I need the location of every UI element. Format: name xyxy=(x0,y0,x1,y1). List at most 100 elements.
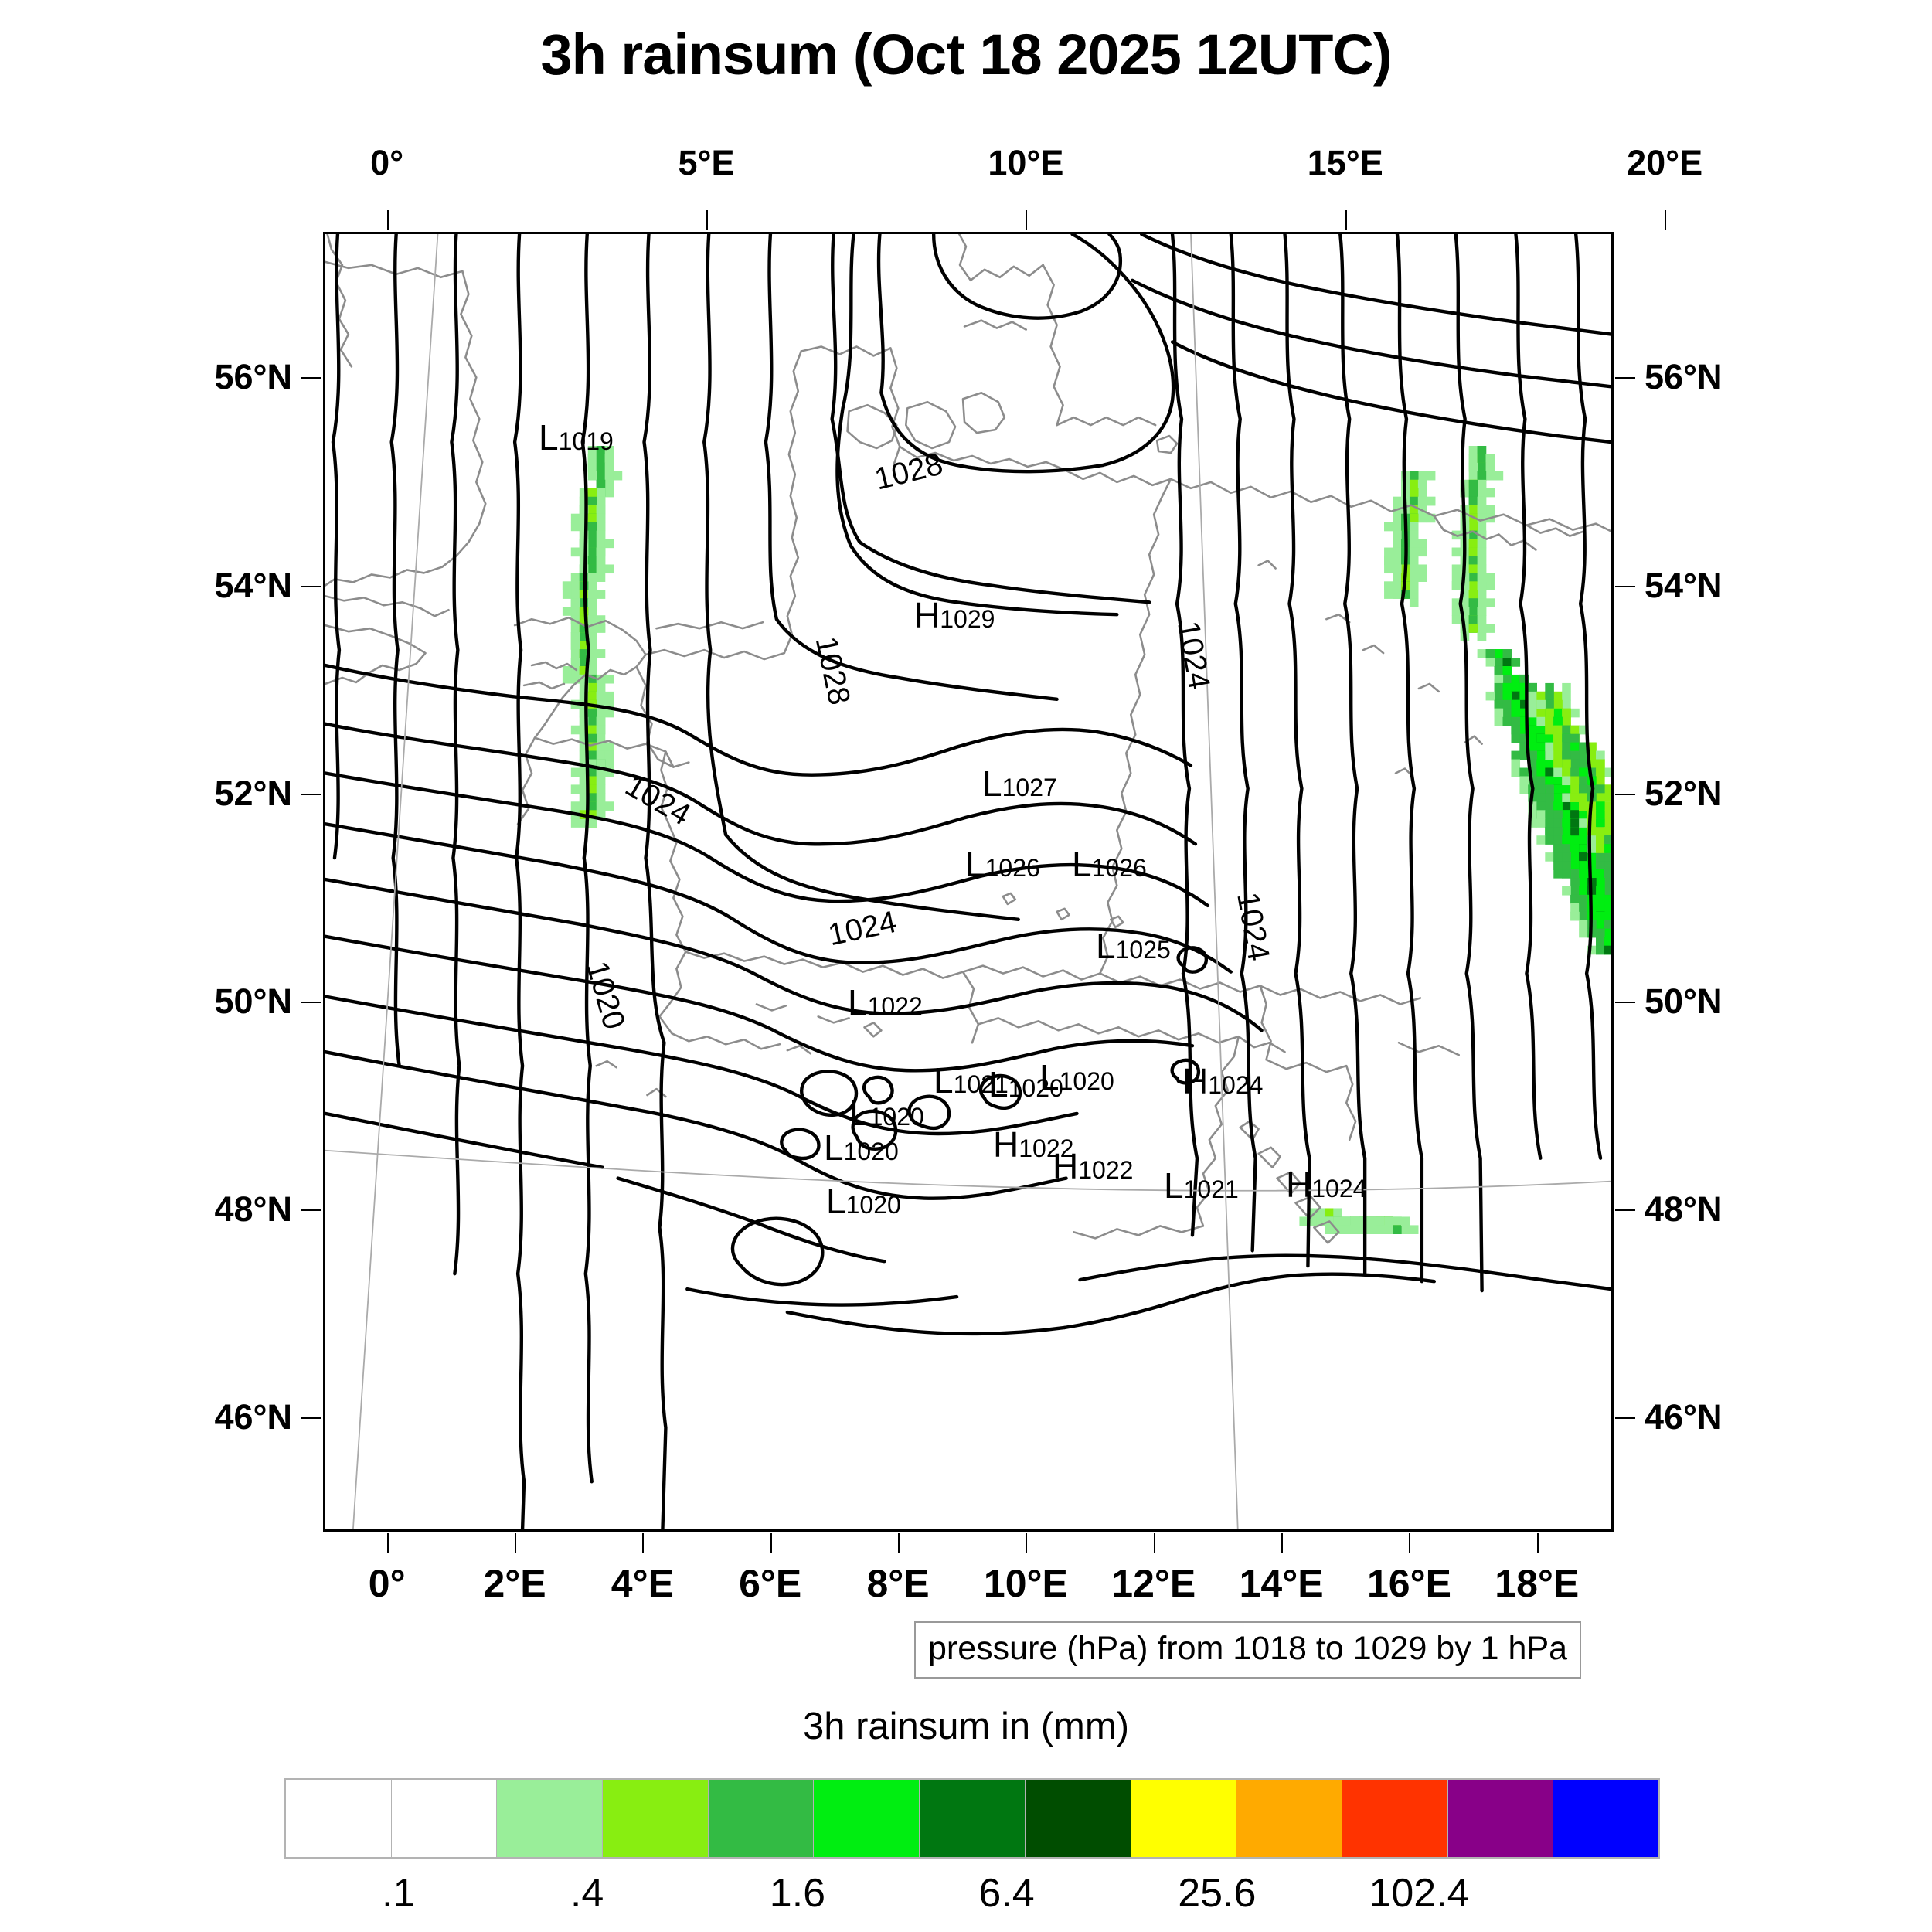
precip-cell xyxy=(1468,454,1478,464)
precip-cell xyxy=(1502,649,1512,658)
colorbar-swatch[interactable] xyxy=(1447,1780,1554,1857)
colorbar-swatch[interactable] xyxy=(920,1780,1026,1857)
precip-cell xyxy=(1587,861,1597,870)
precip-cell xyxy=(1519,682,1529,692)
precip-cell xyxy=(1468,479,1478,489)
precip-cell xyxy=(1596,903,1605,913)
precip-cell xyxy=(1485,471,1495,481)
colorbar[interactable] xyxy=(284,1778,1660,1859)
precip-cell xyxy=(596,488,606,498)
precip-cell xyxy=(1528,767,1537,777)
low-pressure-marker: L1020 xyxy=(849,1095,924,1131)
precip-cell xyxy=(1511,767,1521,777)
pressure-marker-value: 1020 xyxy=(845,1191,901,1219)
precip-cell xyxy=(596,750,606,760)
precip-cell xyxy=(1494,682,1504,692)
axis-tick-label-bottom: 6°E xyxy=(739,1562,802,1605)
colorbar-swatch[interactable] xyxy=(391,1780,498,1857)
precip-cell xyxy=(1570,725,1580,735)
precip-cell xyxy=(587,615,597,624)
colorbar-swatch[interactable] xyxy=(1025,1780,1131,1857)
axis-tick-label-top: 10°E xyxy=(988,143,1064,182)
precip-cell xyxy=(1393,590,1402,599)
precip-cell xyxy=(1536,708,1546,718)
precip-cell xyxy=(1596,894,1605,904)
precip-cell xyxy=(587,784,597,794)
axis-tick-label-bottom: 2°E xyxy=(483,1562,546,1605)
axis-tick-label-bottom: 18°E xyxy=(1495,1562,1580,1605)
axis-tick-label-right: 54°N xyxy=(1645,565,1723,605)
colorbar-swatch[interactable] xyxy=(708,1780,815,1857)
precip-cell xyxy=(570,513,580,523)
pressure-marker-type: H xyxy=(1053,1146,1079,1186)
colorbar-swatch[interactable] xyxy=(814,1780,920,1857)
precip-cell xyxy=(579,750,589,760)
colorbar-swatch[interactable] xyxy=(1131,1780,1237,1857)
precip-cell xyxy=(1604,928,1611,938)
weather-map[interactable]: 1028 1028 1024 1024 1024 1024 1020 L1019 H1029 L… xyxy=(323,232,1614,1532)
colorbar-swatch[interactable] xyxy=(1342,1780,1448,1857)
precip-cell xyxy=(587,682,597,692)
precip-cell xyxy=(1596,861,1605,870)
precip-cell xyxy=(1519,725,1529,735)
precip-cell xyxy=(604,691,614,701)
precip-cell xyxy=(1570,844,1580,853)
precip-cell xyxy=(587,581,597,590)
precip-cell xyxy=(1451,598,1461,607)
pressure-marker-value: 1022 xyxy=(1019,1134,1074,1162)
precip-cell xyxy=(587,725,597,735)
precip-cell xyxy=(570,801,580,811)
precip-cell xyxy=(579,530,589,540)
precip-cell xyxy=(1562,861,1571,870)
precip-cell xyxy=(1536,801,1546,811)
pressure-marker-value: 1029 xyxy=(940,605,995,633)
colorbar-swatch[interactable] xyxy=(603,1780,709,1857)
precip-cell xyxy=(1604,818,1611,828)
precip-cell xyxy=(1316,1208,1325,1218)
axis-tick-label-right: 56°N xyxy=(1645,357,1723,397)
precip-cell xyxy=(562,581,572,590)
precip-cell xyxy=(1545,725,1554,735)
precip-cell xyxy=(570,818,580,828)
axis-tick-label-bottom: 10°E xyxy=(983,1562,1068,1605)
precip-cell xyxy=(1477,454,1487,464)
precip-cell xyxy=(604,454,614,464)
precip-cell xyxy=(1536,716,1546,726)
low-pressure-marker: L1025 xyxy=(1096,928,1171,964)
colorbar-swatch[interactable] xyxy=(286,1780,392,1857)
axis-tick-left xyxy=(301,585,321,587)
precip-cell xyxy=(1393,556,1402,566)
colorbar-tick-label: 6.4 xyxy=(978,1871,1035,1916)
axis-tick-left xyxy=(301,1001,321,1003)
precip-cell xyxy=(1562,699,1571,709)
precip-cell xyxy=(1460,590,1470,599)
precip-cell xyxy=(1417,547,1427,557)
precip-cell xyxy=(1477,615,1487,624)
precip-cell xyxy=(1519,733,1529,743)
precip-cell xyxy=(1562,733,1571,743)
precip-cell xyxy=(1587,835,1597,845)
precip-cell xyxy=(1528,742,1537,752)
pressure-marker-type: L xyxy=(824,1128,844,1168)
precip-cell xyxy=(1384,590,1393,599)
colorbar-swatch[interactable] xyxy=(1553,1780,1658,1857)
precip-cell xyxy=(1511,674,1521,684)
precip-cell xyxy=(1519,708,1529,718)
precip-cell xyxy=(604,767,614,777)
precip-cell xyxy=(587,496,597,506)
precip-cell xyxy=(1468,462,1478,472)
precip-cell xyxy=(1477,573,1487,582)
precip-cell xyxy=(1409,496,1419,506)
high-pressure-marker: H1024 xyxy=(1286,1167,1366,1202)
colorbar-tick-label: .4 xyxy=(570,1871,604,1916)
colorbar-swatch[interactable] xyxy=(1236,1780,1342,1857)
pressure-marker-type: L xyxy=(848,982,868,1022)
axis-tick-top xyxy=(1026,210,1028,230)
precip-cell xyxy=(1468,564,1478,574)
colorbar-swatch[interactable] xyxy=(497,1780,604,1857)
low-pressure-marker: L1020 xyxy=(1039,1060,1114,1095)
precip-cell xyxy=(1596,784,1605,794)
precip-cell xyxy=(1519,776,1529,786)
axis-tick-label-bottom: 16°E xyxy=(1366,1562,1451,1605)
precip-cell xyxy=(579,624,589,633)
